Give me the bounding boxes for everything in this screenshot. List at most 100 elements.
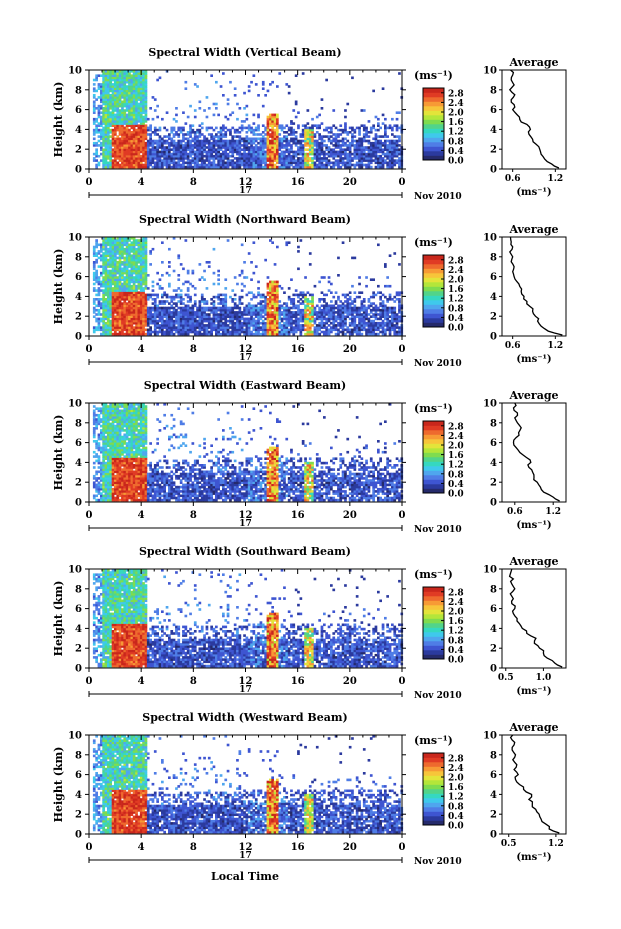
x-tick-label: 12: [239, 842, 253, 853]
colorbar-tick-label: 1.6: [448, 451, 464, 461]
x-tick-label: 0: [399, 676, 406, 687]
x-tick-label: 0: [399, 842, 406, 853]
average-title: Average: [508, 389, 558, 402]
y-tick-label: 8: [75, 85, 82, 96]
x-tick-label: 16: [291, 344, 305, 355]
date-label: Nov 2010: [414, 857, 462, 867]
y-tick-label: 4: [75, 624, 82, 635]
colorbar-tick-label: 0.4: [448, 147, 464, 157]
x-tick-label: 12: [239, 510, 253, 521]
y-tick-label: 0: [75, 165, 82, 176]
x-tick-label: 0: [86, 510, 93, 521]
colorbar-tick-label: 2.0: [448, 774, 464, 784]
colorbar-unit-label: (ms⁻¹): [414, 402, 453, 415]
colorbar-tick-label: 2.8: [448, 588, 464, 598]
y-axis-label: Height (km): [52, 249, 65, 325]
avg-y-tick-label: 6: [490, 105, 497, 116]
y-axis-label: Height (km): [52, 581, 65, 657]
avg-x-tick-label: 0.6: [505, 341, 521, 351]
avg-y-tick-label: 8: [490, 85, 497, 96]
x-tick-label: 0: [86, 344, 93, 355]
colorbar: 0.00.40.81.21.62.02.42.8: [422, 420, 464, 500]
avg-y-tick-label: 4: [490, 624, 497, 635]
colorbar-tick-label: 2.8: [448, 89, 464, 99]
x-tick-label: 20: [343, 676, 357, 687]
y-tick-label: 6: [75, 770, 82, 781]
avg-y-tick-label: 10: [483, 233, 497, 244]
y-tick-label: 2: [75, 810, 82, 821]
day-label: 17: [239, 519, 252, 529]
colorbar-tick-label: 0.4: [448, 480, 464, 490]
avg-y-tick-label: 4: [490, 125, 497, 136]
average-title: Average: [508, 555, 558, 568]
y-tick-label: 0: [75, 498, 82, 509]
average-title: Average: [508, 56, 558, 69]
x-tick-label: 8: [190, 676, 197, 687]
y-axis-label: Height (km): [52, 747, 65, 823]
average-title: Average: [508, 721, 558, 734]
date-label: Nov 2010: [414, 691, 462, 701]
colorbar-tick-label: 2.4: [448, 764, 464, 774]
avg-y-tick-label: 0: [490, 830, 497, 841]
avg-y-tick-label: 4: [490, 292, 497, 303]
average-profile: Average 0 2 4 6 8 10 0.6 1.2 (ms⁻¹): [483, 56, 567, 198]
average-line: [512, 402, 560, 502]
avg-y-tick-label: 8: [490, 584, 497, 595]
x-tick-label: 0: [86, 842, 93, 853]
x-tick-label: 20: [343, 842, 357, 853]
x-tick-label: 0: [399, 177, 406, 188]
y-tick-label: 0: [75, 664, 82, 675]
colorbar-tick-label: 0.4: [448, 646, 464, 656]
average-profile: Average 0 2 4 6 8 10 0.6 1.2 (ms⁻¹): [483, 389, 567, 531]
colorbar-tick-label: 0.0: [448, 157, 464, 167]
avg-y-tick-label: 4: [490, 458, 497, 469]
avg-y-tick-label: 6: [490, 272, 497, 283]
avg-y-tick-label: 8: [490, 418, 497, 429]
heatmap-cells: [92, 403, 404, 502]
avg-y-tick-label: 6: [490, 604, 497, 615]
avg-y-tick-label: 0: [490, 332, 497, 343]
y-axis-label: Height (km): [52, 82, 65, 158]
average-line: [509, 236, 563, 336]
date-label: Nov 2010: [414, 359, 462, 369]
colorbar-tick-label: 2.0: [448, 276, 464, 286]
avg-x-axis-label: (ms⁻¹): [516, 852, 551, 863]
y-tick-label: 0: [75, 332, 82, 343]
date-label: Nov 2010: [414, 192, 462, 202]
colorbar-tick-label: 1.6: [448, 783, 464, 793]
y-tick-label: 2: [75, 478, 82, 489]
heatmap-cells: [92, 70, 404, 169]
panel-3: Spectral Width (Eastward Beam)0246810Hei…: [52, 379, 567, 535]
avg-x-tick-label: 1.0: [536, 673, 552, 683]
y-tick-label: 2: [75, 312, 82, 323]
day-label: 17: [239, 186, 252, 196]
x-tick-label: 20: [343, 510, 357, 521]
y-tick-label: 10: [68, 399, 82, 410]
x-tick-label: 12: [239, 344, 253, 355]
colorbar-tick-label: 0.8: [448, 137, 464, 147]
colorbar-tick-label: 2.8: [448, 754, 464, 764]
avg-x-tick-label: 0.5: [501, 839, 517, 849]
x-tick-label: 16: [291, 676, 305, 687]
panel-1: Spectral Width (Vertical Beam)0246810Hei…: [52, 46, 567, 202]
colorbar-tick-label: 0.0: [448, 656, 464, 666]
y-tick-label: 2: [75, 644, 82, 655]
colorbar-tick-label: 1.2: [448, 627, 464, 637]
colorbar-tick-label: 2.0: [448, 109, 464, 119]
colorbar-tick-label: 0.8: [448, 470, 464, 480]
avg-y-tick-label: 6: [490, 438, 497, 449]
colorbar-tick-label: 0.0: [448, 324, 464, 334]
colorbar-tick-label: 2.4: [448, 598, 464, 608]
colorbar-tick-label: 1.6: [448, 285, 464, 295]
y-tick-label: 10: [68, 66, 82, 77]
x-tick-label: 16: [291, 842, 305, 853]
colorbar-unit-label: (ms⁻¹): [414, 568, 453, 581]
day-label: 17: [239, 685, 252, 695]
y-tick-label: 6: [75, 105, 82, 116]
day-label: 17: [239, 353, 252, 363]
panel-title: Spectral Width (Eastward Beam): [144, 379, 346, 392]
x-tick-label: 12: [239, 676, 253, 687]
colorbar: 0.00.40.81.21.62.02.42.8: [422, 752, 464, 832]
avg-y-tick-label: 0: [490, 498, 497, 509]
x-tick-label: 4: [138, 177, 145, 188]
